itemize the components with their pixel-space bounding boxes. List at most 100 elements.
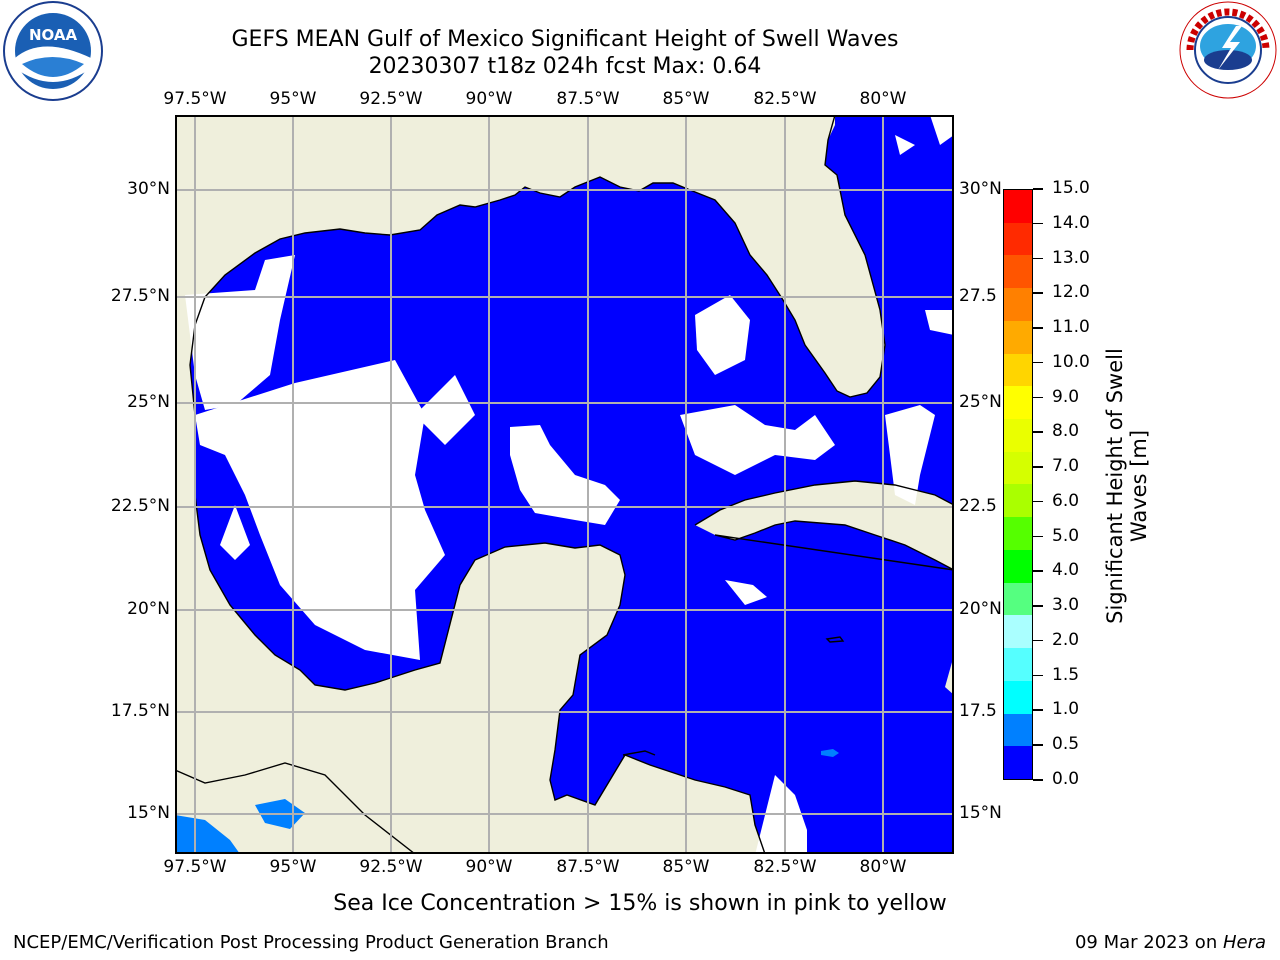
- colorbar-tick-label: 6.0: [1052, 490, 1080, 511]
- colorbar-segment: [1004, 353, 1032, 387]
- lon-tick-bottom: 87.5°W: [556, 857, 620, 877]
- colorbar-segment: [1004, 484, 1032, 518]
- colorbar-tick-label: 3.0: [1052, 595, 1080, 616]
- map-frame: [175, 115, 954, 854]
- colorbar-tick-label: 0.0: [1052, 769, 1080, 789]
- lon-tick-top: 82.5°W: [753, 89, 817, 109]
- colorbar-segment: [1004, 386, 1032, 420]
- colorbar-segment: [1004, 451, 1032, 485]
- swell-0.5-region-caribbean: [821, 749, 839, 757]
- lat-tick-right: 20°N: [959, 599, 1002, 619]
- lon-tick-bottom: 80°W: [859, 857, 907, 877]
- noaa-logo-text: NOAA: [29, 26, 78, 44]
- map-panel: [174, 114, 955, 855]
- land-north-america: [175, 115, 885, 854]
- chart-title: GEFS MEAN Gulf of Mexico Significant Hei…: [231, 27, 899, 52]
- lat-tick-left: 30°N: [127, 179, 170, 199]
- colorbar-tick-label: 7.0: [1052, 456, 1080, 477]
- colorbar-tick-label: 15.0: [1052, 178, 1090, 198]
- colorbar-tick-mark: [1033, 535, 1043, 538]
- noaa-logo-icon: NOAA: [2, 0, 104, 102]
- lon-tick-top: 85°W: [662, 89, 710, 109]
- colorbar-tick-label: 9.0: [1052, 386, 1080, 407]
- colorbar-tick-mark: [1033, 466, 1043, 468]
- colorbar-tick-label: 2.0: [1052, 629, 1080, 650]
- colorbar-tick-label: 11.0: [1052, 317, 1090, 338]
- chart-subtitle: 20230307 t18z 024h fcst Max: 0.64: [368, 54, 762, 79]
- lat-tick-right: 15°N: [959, 803, 1002, 823]
- land-hispaniola: [945, 655, 954, 695]
- colorbar-tick-mark: [1033, 709, 1043, 711]
- below-threshold-regions: [185, 115, 954, 855]
- land-cuba: [695, 481, 954, 570]
- colorbar-tick-label: 1.0: [1052, 699, 1080, 720]
- lon-tick-top: 87.5°W: [556, 89, 620, 109]
- colorbar-tick-label: 1.5: [1052, 664, 1080, 685]
- lat-tick-left: 25°N: [127, 392, 170, 412]
- colorbar-segment: [1004, 190, 1032, 223]
- gridlines: [175, 115, 954, 854]
- colorbar-tick-mark: [1033, 292, 1043, 294]
- colorbar-segment: [1004, 320, 1032, 354]
- colorbar-tick-label: 10.0: [1052, 351, 1090, 372]
- colorbar-tick-mark: [1033, 744, 1043, 746]
- nws-logo-icon: [1178, 0, 1278, 100]
- lon-tick-bottom: 90°W: [465, 857, 513, 877]
- colorbar-tick-label: 0.5: [1052, 734, 1080, 755]
- colorbar-segment: [1004, 713, 1032, 747]
- colorbar-segment: [1004, 222, 1032, 256]
- sea-ice-caption: Sea Ice Concentration > 15% is shown in …: [333, 891, 947, 916]
- lat-tick-right: 17.5: [959, 701, 997, 721]
- colorbar-tick-mark: [1033, 779, 1043, 781]
- map-canvas: [174, 114, 955, 855]
- swell-0.5-region-west: [175, 815, 240, 854]
- colorbar-segment: [1004, 419, 1032, 452]
- colorbar-tick-label: 8.0: [1052, 421, 1080, 442]
- lat-tick-left: 20°N: [127, 599, 170, 619]
- colorbar-tick-mark: [1033, 188, 1043, 190]
- lat-tick-left: 15°N: [127, 803, 170, 823]
- colorbar-tick-mark: [1033, 257, 1043, 260]
- lon-tick-bottom: 95°W: [269, 857, 317, 877]
- colorbar-tick-mark: [1033, 396, 1043, 399]
- lat-tick-left: 17.5°N: [110, 701, 170, 721]
- footer-date-text: 09 Mar 2023 on: [1074, 932, 1223, 953]
- colorbar-tick-mark: [1033, 222, 1043, 225]
- colorbar-segment: [1004, 549, 1032, 583]
- colorbar-tick-label: 5.0: [1052, 525, 1080, 546]
- colorbar-tick-label: 4.0: [1052, 560, 1080, 581]
- colorbar-segment: [1004, 517, 1032, 550]
- colorbar-tick-mark: [1033, 639, 1043, 642]
- colorbar-tick-mark: [1033, 361, 1043, 364]
- colorbar-tick-mark: [1033, 570, 1043, 572]
- colorbar-tick-label: 13.0: [1052, 247, 1090, 268]
- lon-tick-top: 97.5°W: [163, 89, 227, 109]
- colorbar-segment: [1004, 680, 1032, 714]
- lon-tick-bottom: 82.5°W: [753, 857, 817, 877]
- colorbar-tick-mark: [1033, 674, 1043, 677]
- footer-credit: NCEP/EMC/Verification Post Processing Pr…: [13, 932, 609, 953]
- colorbar-segment: [1004, 288, 1032, 321]
- lon-tick-bottom: 85°W: [662, 857, 710, 877]
- colorbar-label: Significant Height of Swell Waves [m]: [1103, 348, 1151, 624]
- colorbar: [1003, 189, 1033, 780]
- lon-tick-bottom: 92.5°W: [359, 857, 423, 877]
- colorbar-segment: [1004, 615, 1032, 649]
- colorbar-segment: [1004, 582, 1032, 616]
- lat-tick-left: 27.5°N: [110, 286, 170, 306]
- colorbar-segment: [1004, 255, 1032, 289]
- colorbar-tick-label: 12.0: [1052, 282, 1090, 303]
- lon-tick-top: 90°W: [465, 89, 513, 109]
- colorbar-tick-mark: [1033, 327, 1043, 329]
- lon-tick-top: 92.5°W: [359, 89, 423, 109]
- colorbar-segment: [1004, 648, 1032, 681]
- colorbar-tick-mark: [1033, 431, 1043, 433]
- colorbar-tick-mark: [1033, 500, 1043, 503]
- lat-tick-right: 27.5: [959, 286, 997, 306]
- footer-host: Hera: [1222, 932, 1266, 953]
- lon-tick-top: 95°W: [269, 89, 317, 109]
- lat-tick-right: 30°N: [959, 179, 1002, 199]
- lat-tick-right: 25°N: [959, 392, 1002, 412]
- colorbar-segment: [1004, 746, 1032, 779]
- colorbar-tick-label: 14.0: [1052, 212, 1090, 233]
